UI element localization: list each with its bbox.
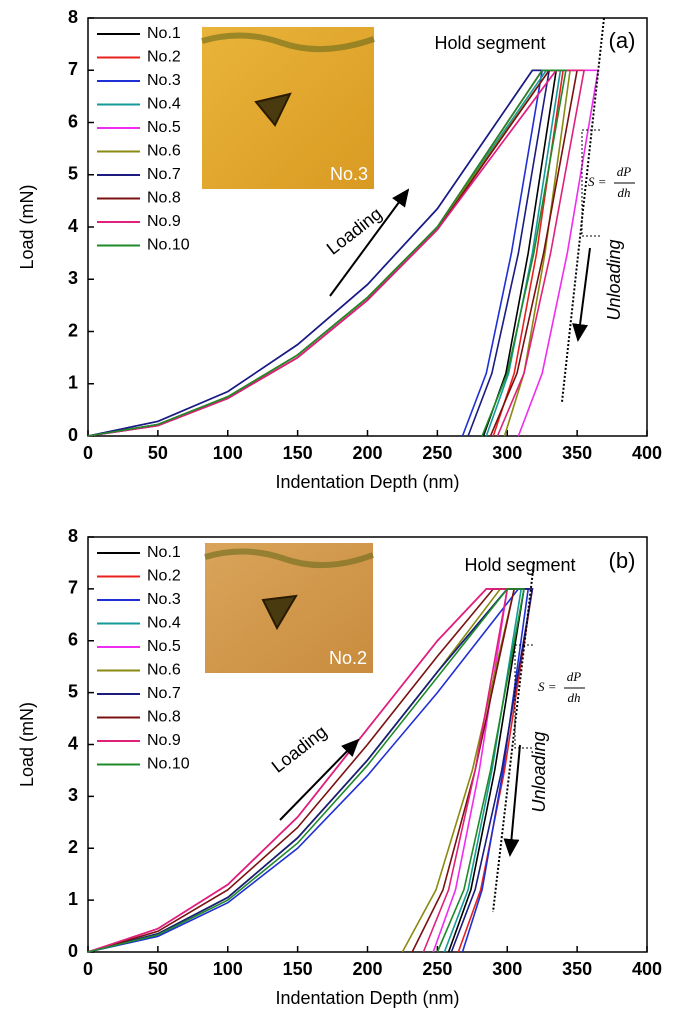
legend-label: No.7 [147, 166, 181, 183]
load-curve [87, 588, 534, 953]
y-axis-label: Load (mN) [17, 702, 37, 787]
loading-arrow [279, 738, 360, 821]
y-tick-label: 2 [68, 320, 78, 340]
x-tick-label: 250 [422, 443, 452, 463]
x-axis-label: Indentation Depth (nm) [275, 988, 459, 1008]
y-tick-label: 2 [68, 837, 78, 857]
indent-mark [254, 92, 292, 127]
y-tick-label: 4 [68, 733, 78, 753]
y-tick-label: 4 [68, 216, 78, 236]
y-tick-label: 3 [68, 268, 78, 288]
stiffness-num: dP [617, 164, 632, 179]
hold-label: Hold segment [434, 33, 545, 53]
x-tick-label: 400 [632, 443, 662, 463]
legend-label: No.6 [147, 662, 181, 679]
legend-label: No.6 [147, 143, 181, 160]
legend-label: No.9 [147, 213, 181, 230]
inset-image [202, 27, 374, 189]
legend-label: No.8 [147, 190, 181, 207]
hold-label: Hold segment [464, 555, 575, 575]
load-curve [87, 69, 586, 437]
y-tick-label: 6 [68, 630, 78, 650]
x-tick-label: 300 [492, 443, 522, 463]
inset-label: No.3 [330, 164, 368, 184]
legend-label: No.10 [147, 756, 190, 773]
legend-label: No.3 [147, 591, 181, 608]
stiffness-den: dh [568, 690, 581, 705]
legend-label: No.2 [147, 568, 181, 585]
x-tick-label: 400 [632, 959, 662, 979]
y-tick-label: 1 [68, 373, 78, 393]
x-tick-label: 100 [213, 443, 243, 463]
stiffness-lhs: S = [588, 174, 607, 189]
stiffness-den: dh [618, 185, 631, 200]
legend-label: No.4 [147, 96, 181, 113]
x-tick-label: 150 [283, 443, 313, 463]
inset-texture [204, 548, 375, 569]
x-tick-label: 250 [422, 959, 452, 979]
y-axis-label: Load (mN) [17, 184, 37, 269]
x-tick-label: 0 [83, 959, 93, 979]
y-tick-label: 7 [68, 578, 78, 598]
x-tick-label: 150 [283, 959, 313, 979]
unloading-label: Unloading [529, 731, 549, 812]
y-tick-label: 3 [68, 785, 78, 805]
load-curve [87, 588, 525, 953]
load-curve [87, 69, 551, 437]
tangent-line [561, 17, 605, 403]
loading-label: Loading [323, 203, 386, 258]
x-tick-label: 300 [492, 959, 522, 979]
panel-label: (b) [609, 548, 636, 573]
panel-label: (a) [609, 28, 636, 53]
unloading-arrow [503, 744, 521, 857]
load-curve [87, 69, 567, 437]
y-tick-label: 5 [68, 681, 78, 701]
slope-bracket [514, 644, 533, 749]
y-tick-label: 8 [68, 526, 78, 546]
x-axis-label: Indentation Depth (nm) [275, 472, 459, 492]
unloading-label: Unloading [604, 239, 624, 320]
x-tick-label: 0 [83, 443, 93, 463]
loading-arrow [329, 188, 410, 297]
x-tick-label: 200 [352, 959, 382, 979]
slope-bracket [581, 129, 600, 237]
stiffness-num: dP [567, 669, 582, 684]
x-tick-label: 350 [562, 959, 592, 979]
load-curve [87, 588, 530, 953]
y-tick-label: 8 [68, 7, 78, 27]
load-curve [87, 588, 516, 953]
y-tick-label: 6 [68, 111, 78, 131]
load-curve [87, 588, 509, 953]
y-tick-label: 7 [68, 59, 78, 79]
legend-label: No.9 [147, 732, 181, 749]
legend-label: No.1 [147, 544, 181, 561]
inset-texture [201, 32, 375, 53]
legend-label: No.10 [147, 237, 190, 254]
legend-label: No.4 [147, 615, 181, 632]
indent-mark [261, 594, 298, 631]
inset-label: No.2 [329, 648, 367, 668]
legend-label: No.7 [147, 685, 181, 702]
legend-label: No.2 [147, 49, 181, 66]
stiffness-lhs: S = [538, 679, 557, 694]
unloading-arrow [572, 247, 591, 342]
x-tick-label: 50 [148, 959, 168, 979]
x-tick-label: 50 [148, 443, 168, 463]
y-tick-label: 0 [68, 941, 78, 961]
y-tick-label: 0 [68, 425, 78, 445]
x-tick-label: 100 [213, 959, 243, 979]
tangent-line [492, 561, 535, 913]
legend-label: No.5 [147, 638, 181, 655]
y-tick-label: 5 [68, 164, 78, 184]
y-tick-label: 1 [68, 889, 78, 909]
loading-label: Loading [268, 721, 331, 776]
legend-label: No.5 [147, 119, 181, 136]
legend-label: No.8 [147, 709, 181, 726]
legend-label: No.3 [147, 72, 181, 89]
x-tick-label: 350 [562, 443, 592, 463]
legend-label: No.1 [147, 25, 181, 42]
x-tick-label: 200 [352, 443, 382, 463]
